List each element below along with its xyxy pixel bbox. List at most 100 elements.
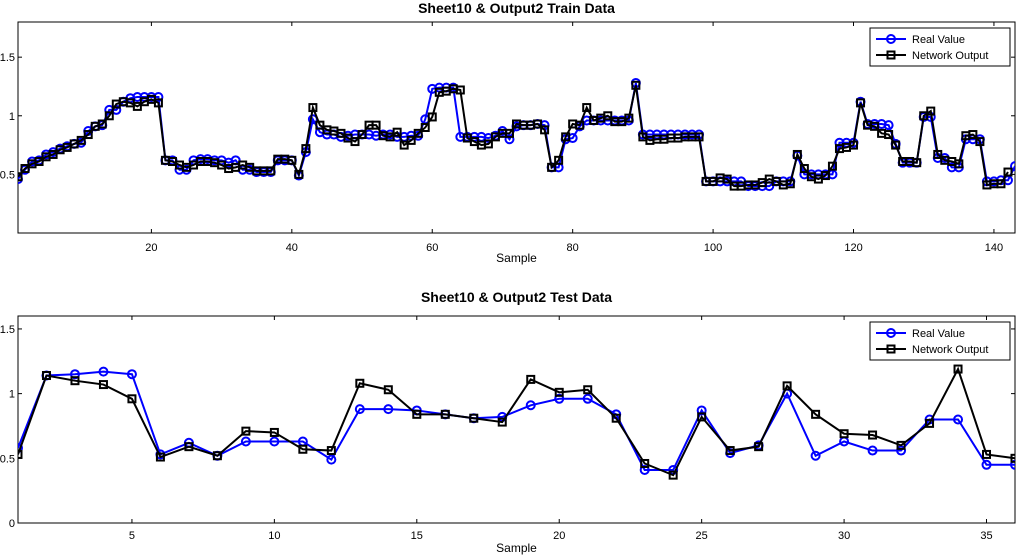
chart1-point-network-output	[603, 111, 613, 121]
chart1-point-network-output	[799, 164, 809, 174]
chart2-point-network-output	[440, 409, 450, 419]
chart1-point-network-output	[294, 169, 304, 179]
chart1-point-network-output	[933, 149, 943, 159]
chart2-point-network-output	[127, 394, 137, 404]
chart1-point-network-output	[533, 119, 543, 129]
chart2-point-network-output	[155, 452, 165, 462]
chart1-point-network-output	[420, 123, 430, 132]
chart2-xtick-label: 35	[980, 530, 992, 542]
chart1-point-real-value	[504, 134, 515, 145]
chart1-ytick-label: 0.5	[0, 169, 15, 181]
chart1-legend-box	[869, 27, 1011, 67]
chart2-title: Sheet10 & Output2 Test Data	[421, 289, 612, 305]
chart1-xtick-label: 120	[844, 242, 862, 254]
chart2-xtick-label: 10	[268, 530, 280, 542]
chart1-legend-marker-real-value	[886, 34, 896, 44]
chart1-point-network-output	[954, 159, 964, 169]
chart1-point-network-output	[406, 135, 416, 145]
chart1-point-network-output	[968, 130, 978, 140]
chart1-xtick-label: 80	[567, 242, 579, 254]
chart1-point-network-output	[413, 128, 423, 138]
chart1-ytick-label: 1	[9, 111, 15, 123]
chart1-xtick-label: 140	[985, 242, 1003, 254]
chart2-point-network-output	[953, 364, 963, 374]
chart1-point-network-output	[153, 98, 163, 108]
chart1-point-network-output	[287, 155, 297, 165]
chart1-point-network-output	[266, 166, 276, 176]
chart2-point-real-value	[810, 450, 821, 461]
chart2-point-real-value	[240, 436, 251, 447]
chart1-point-network-output	[856, 98, 866, 108]
chart1-point-network-output	[350, 137, 360, 147]
chart2-point-real-value	[867, 445, 878, 456]
chart2-point-network-output	[640, 458, 650, 468]
chart2-plot-area	[18, 364, 1015, 480]
chart2-point-network-output	[298, 444, 308, 454]
chart1-point-network-output	[399, 140, 409, 150]
chart1-point-network-output	[849, 140, 859, 150]
chart2-point-network-output	[782, 381, 792, 391]
chart2-point-real-value	[582, 393, 593, 404]
chart2-point-network-output	[754, 442, 764, 452]
chart1-point-network-output	[504, 128, 514, 138]
chart1-point-network-output	[827, 161, 837, 171]
chart2-point-network-output	[583, 385, 593, 395]
chart1-legend-label-real-value: Real Value	[912, 34, 965, 46]
chart1-legend-marker-network-output	[886, 50, 896, 60]
chart2-point-network-output	[469, 413, 479, 423]
chart2-axes-frame	[17, 315, 1016, 524]
chart2-point-network-output	[241, 426, 251, 436]
chart1-point-real-value	[1010, 161, 1015, 172]
chart1-point-network-output	[547, 162, 557, 172]
chart2-legend-box	[869, 321, 1011, 361]
chart2-point-network-output	[412, 409, 422, 419]
chart1-xtick-label: 100	[704, 242, 722, 254]
chart1-point-network-output	[20, 164, 30, 174]
chart1-xtick-label: 60	[426, 242, 438, 254]
chart2-legend-label-network-output: Network Output	[912, 344, 988, 356]
chart2-point-network-output	[269, 427, 279, 437]
chart1-point-network-output	[996, 179, 1006, 189]
chart2-point-real-value	[696, 405, 707, 416]
chart2-point-real-value	[326, 454, 337, 465]
chart2-legend-marker-real-value	[886, 328, 896, 338]
chart2-point-network-output	[611, 413, 621, 423]
chart2-ytick-label: 0.5	[0, 453, 15, 465]
chart2-point-network-output	[811, 409, 821, 419]
chart1-point-network-output	[926, 106, 936, 116]
chart2-point-network-output	[697, 412, 707, 422]
chart1-point-network-output	[483, 139, 493, 149]
chart1-point-network-output	[132, 101, 142, 111]
chart1-point-network-output	[371, 120, 381, 130]
chart1-point-network-output	[694, 132, 704, 142]
chart2-point-real-value	[525, 400, 536, 411]
chart1-legend: Real Value Network Output	[869, 27, 1011, 67]
chart1-point-network-output	[1003, 167, 1013, 177]
chart2-point-real-value	[18, 442, 23, 453]
chart1-point-network-output	[48, 149, 58, 159]
chart1-point-network-output	[76, 135, 86, 145]
chart1-point-network-output	[97, 119, 107, 129]
chart2-point-real-value	[953, 414, 964, 425]
chart1-point-network-output	[104, 111, 114, 121]
chart1-ytick-label: 1.5	[0, 52, 15, 64]
chart2-point-real-value	[69, 369, 80, 380]
chart2-point-network-output	[982, 449, 992, 459]
chart1-point-network-output	[540, 125, 550, 135]
chart1-point-network-output	[624, 113, 634, 123]
chart2-point-network-output	[18, 449, 23, 459]
chart2-point-network-output	[355, 378, 365, 388]
chart2-point-network-output	[839, 429, 849, 439]
chart2-point-network-output	[184, 442, 194, 452]
chart1-point-network-output	[18, 172, 23, 182]
chart1-plot-area	[18, 77, 1015, 192]
chart1-series-network-output-markers	[18, 80, 1013, 191]
chart1-point-network-output	[554, 155, 564, 165]
chart2-series-network-output-line	[18, 366, 1015, 477]
chart2-point-real-value	[98, 366, 109, 377]
chart1-point-network-output	[427, 112, 437, 122]
chart1-point-network-output	[392, 127, 402, 137]
chart2-point-network-output	[70, 376, 80, 386]
chart2-legend-label-real-value: Real Value	[912, 328, 965, 340]
